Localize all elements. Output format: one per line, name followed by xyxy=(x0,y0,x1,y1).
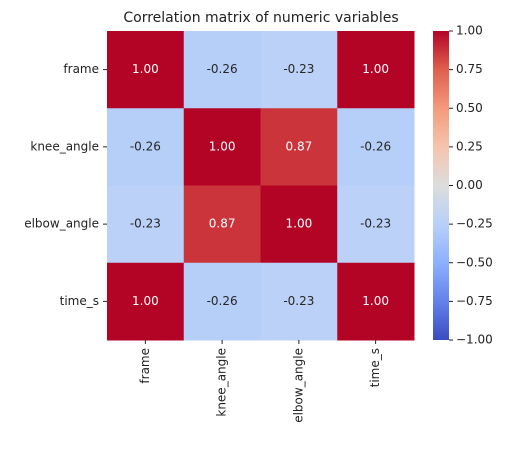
heatmap-cell xyxy=(183,262,261,341)
cell-label: -0.26 xyxy=(207,62,238,76)
colorbar-tick-label: 0.75 xyxy=(456,62,483,76)
cell-label: -0.26 xyxy=(207,294,238,308)
cell-label: -0.26 xyxy=(360,139,391,153)
colorbar-tick-label: 0.00 xyxy=(456,178,483,192)
heatmap-cell xyxy=(107,185,185,264)
cell-label: 1.00 xyxy=(132,294,159,308)
heatmap-cell xyxy=(260,262,338,341)
heatmap-cell xyxy=(337,31,415,109)
cell-label: -0.26 xyxy=(130,139,161,153)
y-tick-label: frame xyxy=(63,62,99,76)
heatmap-cell xyxy=(260,185,338,264)
colorbar-tick-label: −0.50 xyxy=(456,255,493,269)
colorbar-tick-label: −0.25 xyxy=(456,217,493,231)
chart-title: Correlation matrix of numeric variables xyxy=(123,10,398,26)
heatmap-cell xyxy=(107,108,185,186)
colorbar-tick-label: 0.50 xyxy=(456,101,483,115)
heatmap-cell xyxy=(183,185,261,264)
cell-label: 0.87 xyxy=(286,139,313,153)
cell-label: -0.23 xyxy=(360,217,391,231)
cell-label: 1.00 xyxy=(362,294,389,308)
heatmap-cell xyxy=(337,262,415,341)
colorbar xyxy=(433,31,449,340)
x-tick-label: frame xyxy=(138,348,152,384)
cell-label: 1.00 xyxy=(362,62,389,76)
x-tick-label: elbow_angle xyxy=(291,348,305,423)
heatmap-cell xyxy=(337,108,415,186)
heatmap-cell xyxy=(183,31,261,109)
y-tick-label: knee_angle xyxy=(30,139,99,153)
cell-label: 0.87 xyxy=(209,217,236,231)
cell-label: 1.00 xyxy=(286,217,313,231)
colorbar-tick-label: 1.00 xyxy=(456,24,483,38)
y-tick-label: time_s xyxy=(60,294,99,308)
cell-label: -0.23 xyxy=(130,217,161,231)
y-tick-label: elbow_angle xyxy=(24,217,99,231)
colorbar-tick-label: −0.75 xyxy=(456,294,493,308)
colorbar-tick-label: −1.00 xyxy=(456,333,493,347)
cell-label: -0.23 xyxy=(283,62,314,76)
heatmap-cell xyxy=(107,262,185,341)
heatmap-cell xyxy=(107,31,185,109)
cell-label: 1.00 xyxy=(209,139,236,153)
colorbar-tick-label: 0.25 xyxy=(456,139,483,153)
heatmap-cell xyxy=(260,108,338,186)
x-tick-label: knee_angle xyxy=(215,348,229,417)
heatmap-cell xyxy=(183,108,261,186)
x-tick-label: time_s xyxy=(368,348,382,387)
heatmap-cell xyxy=(260,31,338,109)
cell-label: 1.00 xyxy=(132,62,159,76)
cell-label: -0.23 xyxy=(283,294,314,308)
heatmap-cell xyxy=(337,185,415,264)
